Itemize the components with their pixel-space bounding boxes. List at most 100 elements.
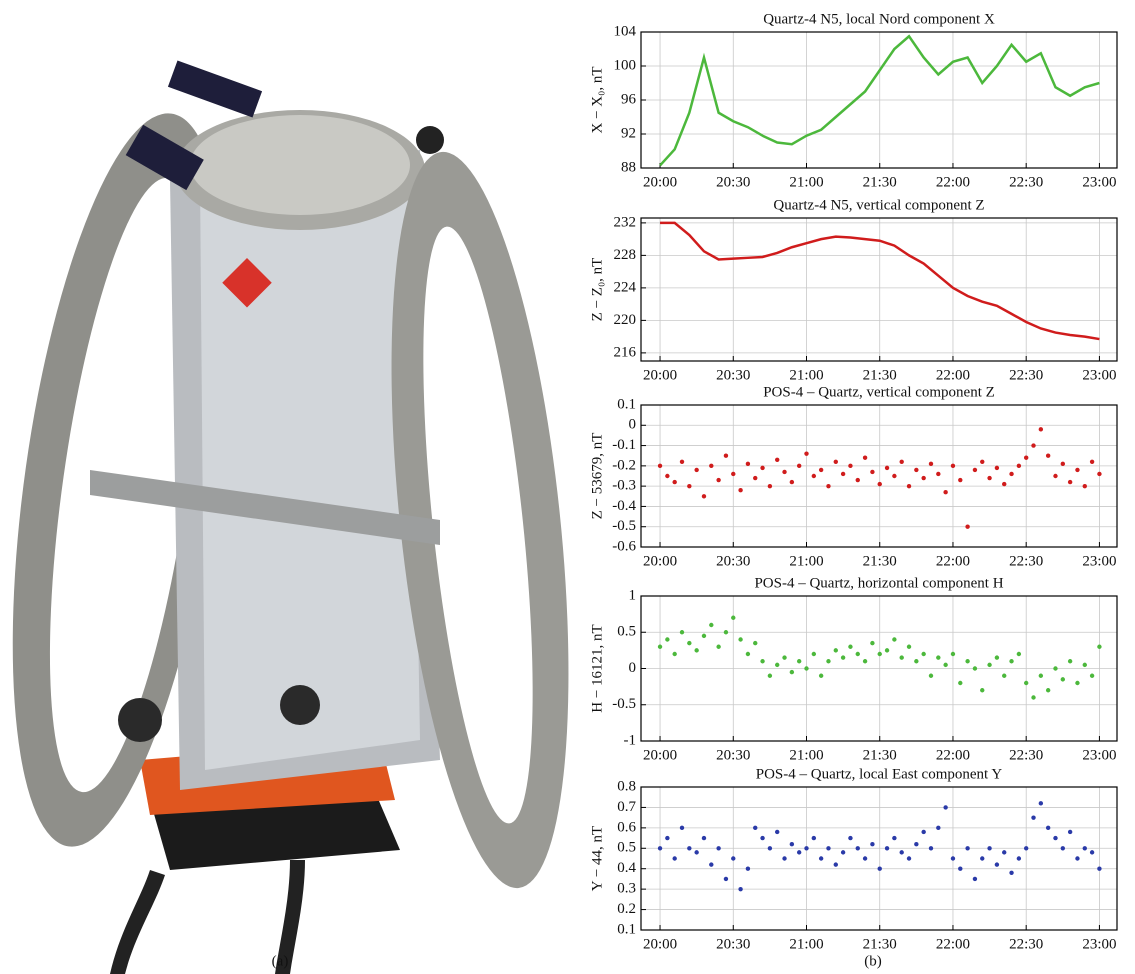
y-tick-label: 92 xyxy=(621,125,636,141)
logo xyxy=(222,257,272,308)
x-tick-label: 23:00 xyxy=(1082,174,1116,190)
data-point xyxy=(1060,846,1066,851)
y-tick-label: 216 xyxy=(614,344,637,360)
data-point xyxy=(818,467,824,473)
data-point xyxy=(753,640,758,646)
data-point xyxy=(782,655,787,660)
plot-frame xyxy=(640,404,1118,548)
y-tick-label: 232 xyxy=(614,214,637,230)
data-point xyxy=(921,651,926,657)
data-point xyxy=(694,850,699,855)
data-point xyxy=(789,479,795,485)
y-tick-label: 0.5 xyxy=(617,840,636,856)
y-tick-label: 0.6 xyxy=(617,819,636,835)
x-tick-label: 21:00 xyxy=(789,747,823,763)
data-point xyxy=(679,630,685,635)
data-point xyxy=(943,805,948,810)
x-tick-label: 21:30 xyxy=(863,174,897,190)
data-point xyxy=(1075,856,1080,861)
data-point xyxy=(796,659,802,664)
data-point xyxy=(848,463,853,469)
data-point xyxy=(1097,644,1102,649)
y-tick-label: 96 xyxy=(621,91,637,107)
x-tick-label: 21:30 xyxy=(863,367,897,383)
data-point xyxy=(782,856,787,861)
connector xyxy=(280,685,320,725)
data-point xyxy=(1067,659,1073,664)
data-point xyxy=(731,856,736,861)
data-point xyxy=(855,846,860,851)
data-point xyxy=(709,622,714,628)
y-tick-label: 0.2 xyxy=(617,901,636,917)
x-tick-label: 20:00 xyxy=(643,367,677,383)
data-point xyxy=(950,463,956,469)
data-point xyxy=(811,473,817,479)
y-tick-label: 0.8 xyxy=(617,778,636,794)
y-tick-label: -0.4 xyxy=(612,498,636,514)
data-point xyxy=(877,866,882,871)
data-point xyxy=(980,688,985,693)
plot-frame xyxy=(640,786,1118,931)
data-point xyxy=(716,477,721,483)
chart: POS-4 – Quartz, vertical component Z Z − … xyxy=(589,384,1118,569)
plot-frame xyxy=(640,595,1118,742)
data-point xyxy=(936,655,941,660)
data-point xyxy=(782,469,787,475)
data-point xyxy=(921,475,926,481)
connector xyxy=(118,698,162,742)
bracket xyxy=(90,470,440,545)
x-tick-label: 21:00 xyxy=(789,367,823,383)
x-tick-label: 21:30 xyxy=(863,553,897,569)
data-point xyxy=(789,842,795,847)
data-point xyxy=(1038,673,1044,678)
data-point xyxy=(694,467,699,473)
y-tick-label: 0.5 xyxy=(617,624,636,640)
data-point xyxy=(665,835,670,841)
data-point xyxy=(709,862,714,867)
data-point xyxy=(943,662,948,668)
y-tick-label: 104 xyxy=(614,23,637,39)
data-point xyxy=(906,644,912,649)
x-tick-label: 22:00 xyxy=(936,553,970,569)
data-point xyxy=(1097,866,1102,871)
data-point xyxy=(738,886,743,892)
data-point xyxy=(753,825,758,831)
x-tick-label: 20:30 xyxy=(716,553,750,569)
data-point xyxy=(731,471,736,477)
data-point xyxy=(906,483,912,489)
y-tick-label: 220 xyxy=(614,312,637,328)
data-point xyxy=(1075,467,1080,473)
data-point xyxy=(665,473,670,479)
y-tick-label: 0.1 xyxy=(617,396,636,412)
y-tick-label: 0 xyxy=(629,660,637,676)
data-point xyxy=(958,680,963,686)
x-tick-label: 22:00 xyxy=(936,747,970,763)
data-point xyxy=(687,640,692,646)
data-line xyxy=(660,221,1100,341)
data-point xyxy=(833,459,838,464)
data-point xyxy=(862,856,868,861)
data-point xyxy=(1009,659,1014,664)
data-line xyxy=(659,34,1100,167)
data-point xyxy=(701,494,707,499)
x-tick-label: 21:00 xyxy=(789,174,823,190)
data-point xyxy=(1082,846,1087,851)
caption: (b) xyxy=(864,953,882,969)
x-tick-label: 20:00 xyxy=(643,174,677,190)
x-tick-label: 22:30 xyxy=(1009,936,1043,952)
x-tick-label: 22:30 xyxy=(1009,553,1043,569)
data-point xyxy=(672,479,677,485)
y-tick-label: 0.4 xyxy=(617,860,636,876)
data-point xyxy=(936,825,941,831)
plot-frame xyxy=(640,217,1118,362)
data-point xyxy=(928,461,934,467)
data-point xyxy=(1038,427,1044,432)
data-point xyxy=(1045,688,1051,693)
x-tick-label: 22:00 xyxy=(936,936,970,952)
y-axis-label: Y − 44, nT xyxy=(589,826,605,891)
top-disc-inner xyxy=(190,115,410,215)
data-point xyxy=(687,846,692,851)
data-point xyxy=(672,856,677,861)
y-tick-label: -0.5 xyxy=(612,696,636,712)
data-point xyxy=(760,835,765,841)
